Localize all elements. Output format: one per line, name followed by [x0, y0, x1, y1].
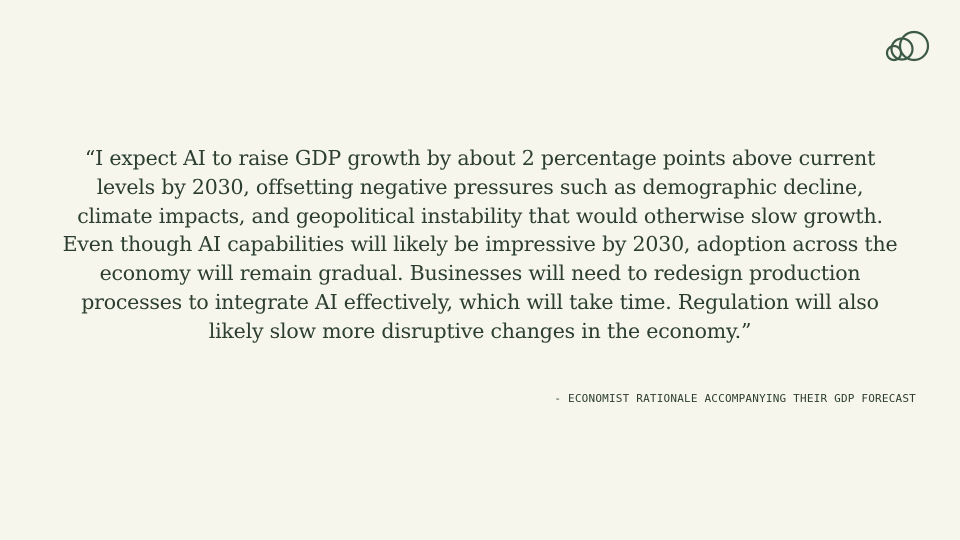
- quote-attribution: - ECONOMIST RATIONALE ACCOMPANYING THEIR…: [554, 392, 916, 405]
- quote-text: “I expect AI to raise GDP growth by abou…: [20, 144, 940, 346]
- quote-line: processes to integrate AI effectively, w…: [81, 289, 879, 314]
- overlapping-circles-logo-icon: [885, 30, 930, 62]
- quote-line: Even though AI capabilities will likely …: [62, 232, 898, 257]
- quote-line: climate impacts, and geopolitical instab…: [77, 203, 883, 228]
- quote-line: economy will remain gradual. Businesses …: [99, 261, 861, 286]
- quote-line: likely slow more disruptive changes in t…: [208, 318, 752, 343]
- quote-line: “I expect AI to raise GDP growth by abou…: [84, 146, 876, 170]
- quote-line: levels by 2030, offsetting negative pres…: [96, 174, 864, 199]
